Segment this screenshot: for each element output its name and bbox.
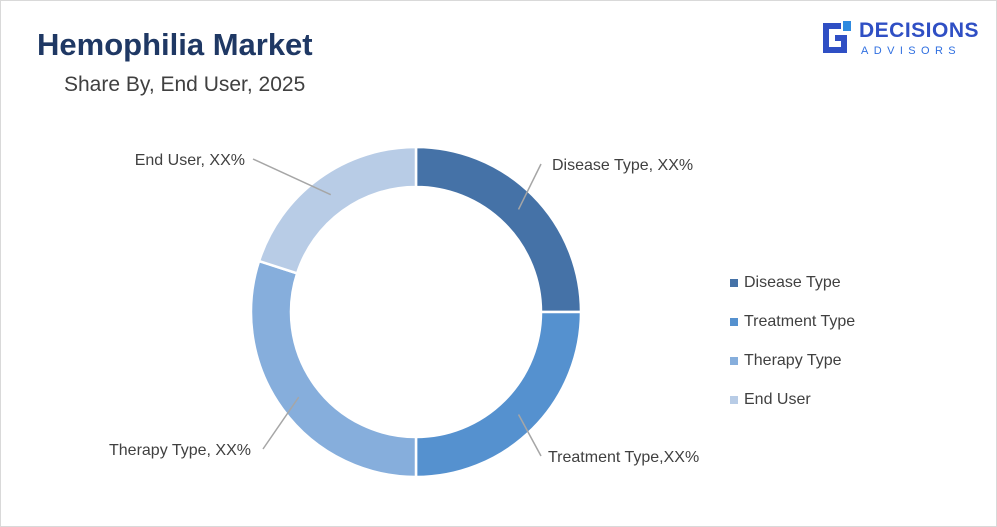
leader-line bbox=[517, 163, 542, 210]
chart-title: Hemophilia Market bbox=[37, 27, 313, 62]
donut-slice-therapy-type bbox=[249, 259, 418, 479]
donut-slice-end-user bbox=[257, 145, 418, 275]
logo-name: DECISIONS bbox=[859, 19, 980, 42]
chart-legend: Disease Type Treatment Type Therapy Type En… bbox=[730, 263, 855, 419]
company-logo: DECISIONS ADVISORS bbox=[819, 17, 989, 63]
data-label: Therapy Type, XX% bbox=[109, 442, 251, 459]
legend-label: Treatment Type bbox=[744, 312, 856, 330]
legend-swatch bbox=[730, 356, 738, 365]
data-label: Treatment Type,XX% bbox=[548, 449, 699, 466]
legend-swatch bbox=[730, 317, 738, 326]
legend-item: Disease Type bbox=[730, 263, 855, 302]
legend-item: End User bbox=[730, 380, 855, 419]
leader-line bbox=[252, 158, 332, 196]
logo-tagline: ADVISORS bbox=[861, 45, 962, 57]
legend-swatch bbox=[730, 278, 738, 287]
leader-line bbox=[517, 414, 542, 457]
chart-subtitle: Share By, End User, 2025 bbox=[64, 73, 306, 96]
legend-swatch bbox=[730, 395, 738, 404]
legend-label: End User bbox=[744, 390, 811, 408]
data-label: Disease Type, XX% bbox=[552, 157, 693, 174]
legend-label: Disease Type bbox=[744, 273, 841, 291]
logo-mark-icon bbox=[823, 21, 851, 53]
leader-line bbox=[262, 396, 300, 450]
legend-item: Treatment Type bbox=[730, 302, 855, 341]
data-label: End User, XX% bbox=[135, 152, 245, 169]
legend-item: Therapy Type bbox=[730, 341, 855, 380]
legend-label: Therapy Type bbox=[744, 351, 842, 369]
